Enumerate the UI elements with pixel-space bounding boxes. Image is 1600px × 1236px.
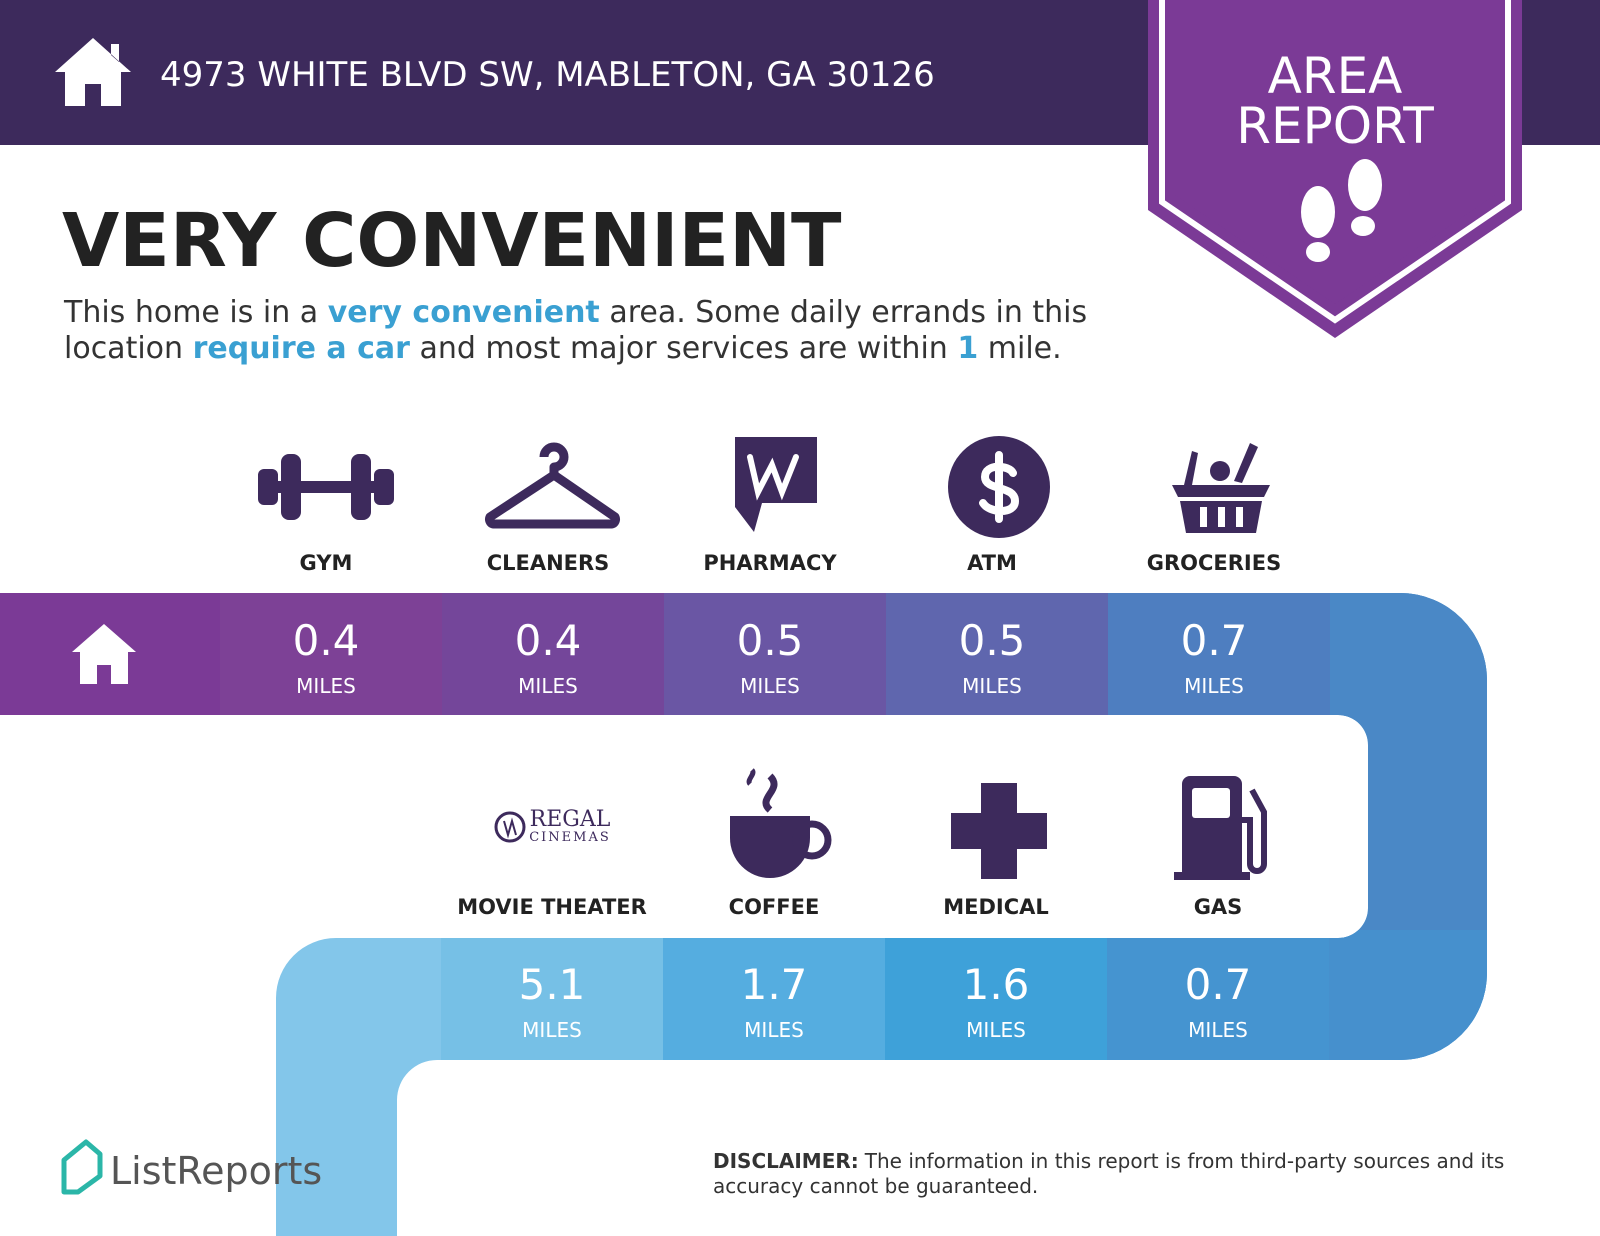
home-icon (55, 38, 131, 106)
address: 4973 WHITE BLVD SW, MABLETON, GA 30126 (160, 55, 935, 95)
gas-icon (1174, 776, 1267, 880)
regal-logo: REGAL CINEMAS (494, 807, 611, 845)
brand: ListReports (110, 1149, 322, 1193)
band-cell (442, 593, 664, 720)
service-label: GYM (300, 551, 353, 575)
highlight: require a car (193, 331, 411, 366)
listreports-logo (61, 1139, 103, 1195)
pharmacy-icon (735, 437, 817, 532)
description: This home is in a very convenient area. … (63, 295, 1087, 366)
atm-icon (948, 436, 1050, 538)
distance-unit: MILES (522, 1018, 582, 1042)
service-label: CLEANERS (487, 551, 610, 575)
distance-unit: MILES (1188, 1018, 1248, 1042)
cleaners-icon (485, 442, 620, 529)
service-label: COFFEE (729, 895, 820, 919)
band-cell (1107, 930, 1329, 1070)
band-cell (663, 930, 885, 1070)
distance: 0.7 (1181, 616, 1248, 665)
text-run: This home is in a (63, 295, 328, 330)
text-run: area. Some daily errands in this (600, 295, 1087, 330)
gym-icon (258, 454, 394, 520)
service-label: MOVIE THEATER (457, 895, 647, 919)
distance: 0.5 (959, 616, 1026, 665)
medical-icon (951, 783, 1047, 879)
text-run: and most major services are within (410, 331, 957, 366)
distance: 1.7 (741, 960, 808, 1009)
service-label: ATM (967, 551, 1017, 575)
badge-line: AREA (1268, 47, 1403, 105)
coffee-icon (730, 768, 832, 878)
regal-logo-text: CINEMAS (529, 830, 611, 845)
disclaimer-line: accuracy cannot be guaranteed. (713, 1174, 1038, 1198)
distance-unit: MILES (744, 1018, 804, 1042)
text-run: location (64, 331, 193, 366)
badge (1148, 0, 1522, 338)
band-cell (886, 593, 1108, 720)
service-label: MEDICAL (943, 895, 1049, 919)
regal-logo-text: REGAL (530, 807, 611, 832)
headline: VERY CONVENIENT (62, 198, 842, 284)
distance: 0.7 (1185, 960, 1252, 1009)
groceries-icon (1172, 443, 1270, 533)
distance: 5.1 (519, 960, 586, 1009)
service-label: GAS (1194, 895, 1243, 919)
band-cell (885, 930, 1107, 1070)
distance: 0.4 (293, 616, 360, 665)
disclaimer-line: The information in this report is from t… (864, 1149, 1505, 1173)
distance-unit: MILES (1184, 674, 1244, 698)
badge-title: AREA REPORT (1236, 47, 1434, 155)
distance: 0.4 (515, 616, 582, 665)
band-cell (1108, 593, 1330, 720)
distance-unit: MILES (518, 674, 578, 698)
highlight: very convenient (328, 295, 600, 330)
distance-unit: MILES (296, 674, 356, 698)
highlight: 1 (957, 331, 978, 366)
distance-unit: MILES (962, 674, 1022, 698)
service-label: PHARMACY (703, 551, 837, 575)
distance: 0.5 (737, 616, 804, 665)
distance-unit: MILES (740, 674, 800, 698)
text-run: mile. (978, 331, 1061, 366)
band-cell (220, 593, 442, 720)
disclaimer: DISCLAIMER: The information in this repor… (713, 1149, 1504, 1198)
distance: 1.6 (963, 960, 1030, 1009)
band-cell (441, 930, 663, 1070)
disclaimer-label: DISCLAIMER: (713, 1149, 859, 1173)
home-icon (72, 624, 136, 684)
band-cell (664, 593, 886, 720)
distance-unit: MILES (966, 1018, 1026, 1042)
service-label: GROCERIES (1147, 551, 1281, 575)
band-cell (1329, 930, 1487, 1070)
badge-line: REPORT (1236, 97, 1434, 155)
